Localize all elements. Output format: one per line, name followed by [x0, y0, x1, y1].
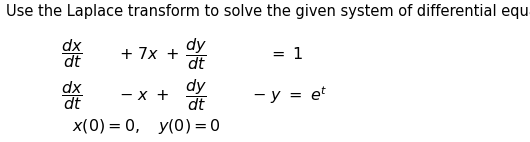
Text: $+ \ 7x \ +$: $+ \ 7x \ +$ [119, 46, 180, 62]
Text: $\dfrac{dy}{dt}$: $\dfrac{dy}{dt}$ [185, 77, 207, 113]
Text: Use the Laplace transform to solve the given system of differential equations.: Use the Laplace transform to solve the g… [6, 4, 530, 19]
Text: $- \ y \ = \ e^{t}$: $- \ y \ = \ e^{t}$ [252, 84, 327, 106]
Text: $x(0) = 0, \quad y(0) = 0$: $x(0) = 0, \quad y(0) = 0$ [72, 117, 220, 136]
Text: $- \ x \ +$: $- \ x \ +$ [119, 88, 170, 103]
Text: $\dfrac{dx}{dt}$: $\dfrac{dx}{dt}$ [60, 37, 83, 70]
Text: $\dfrac{dy}{dt}$: $\dfrac{dy}{dt}$ [185, 36, 207, 72]
Text: $\dfrac{dx}{dt}$: $\dfrac{dx}{dt}$ [60, 79, 83, 112]
Text: $= \ 1$: $= \ 1$ [268, 46, 303, 62]
